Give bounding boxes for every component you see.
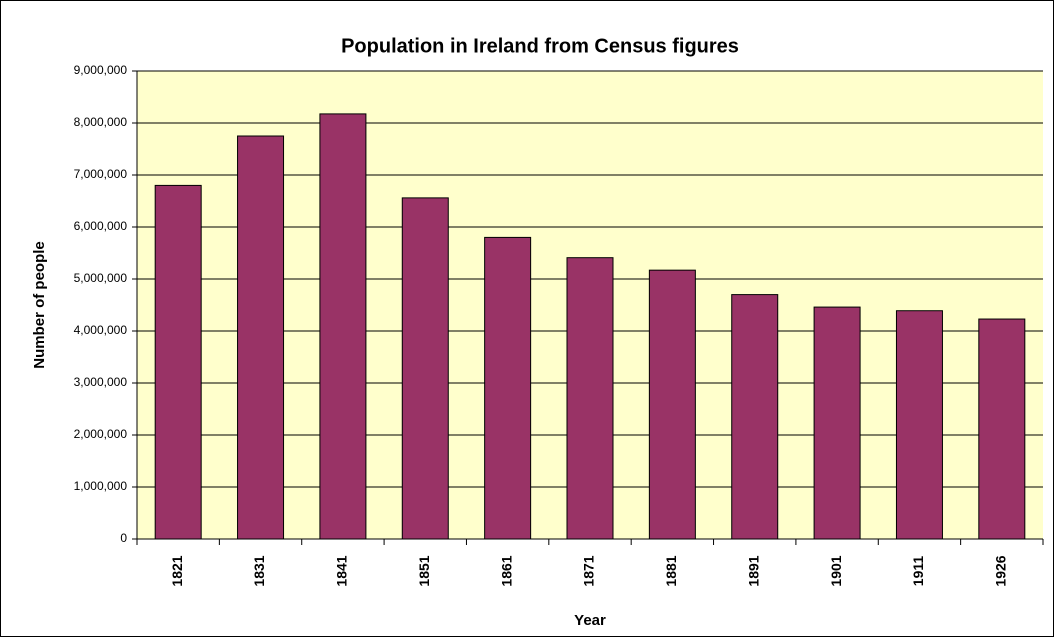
chart-title: Population in Ireland from Census figure… bbox=[341, 35, 739, 57]
bar bbox=[401, 197, 449, 540]
x-tick-label: 1861 bbox=[498, 555, 514, 586]
x-tick-label: 1911 bbox=[910, 556, 926, 587]
bar bbox=[319, 113, 367, 540]
x-tick-label: 1871 bbox=[581, 555, 597, 586]
y-tick-label: 5,000,000 bbox=[74, 271, 128, 285]
bar bbox=[978, 318, 1026, 540]
y-tick-label: 4,000,000 bbox=[74, 323, 128, 337]
y-tick-label: 6,000,000 bbox=[74, 219, 128, 233]
bar bbox=[237, 135, 285, 540]
x-tick-label: 1926 bbox=[993, 555, 1009, 586]
y-tick-label: 9,000,000 bbox=[74, 63, 128, 77]
y-tick-label: 1,000,000 bbox=[74, 479, 128, 493]
x-tick-label: 1851 bbox=[416, 555, 432, 586]
x-axis-title: Year bbox=[574, 612, 606, 629]
x-tick-label: 1891 bbox=[745, 555, 761, 586]
x-tick-label: 1841 bbox=[334, 555, 350, 586]
y-axis-title: Number of people bbox=[31, 241, 48, 369]
y-tick-label: 8,000,000 bbox=[74, 115, 128, 129]
bar bbox=[566, 257, 614, 540]
y-tick-label: 7,000,000 bbox=[74, 167, 128, 181]
bar bbox=[731, 294, 779, 540]
y-tick-label: 3,000,000 bbox=[74, 375, 128, 389]
x-tick-label: 1881 bbox=[663, 555, 679, 586]
bar bbox=[648, 269, 696, 540]
x-tick-label: 1901 bbox=[828, 555, 844, 586]
x-tick-label: 1831 bbox=[251, 555, 267, 586]
bar bbox=[484, 236, 532, 540]
bar bbox=[895, 310, 943, 540]
bar bbox=[813, 306, 861, 540]
y-tick-label: 2,000,000 bbox=[74, 427, 128, 441]
y-tick-label: 0 bbox=[120, 531, 127, 545]
x-tick-label: 1821 bbox=[169, 555, 185, 586]
bar bbox=[154, 184, 202, 540]
